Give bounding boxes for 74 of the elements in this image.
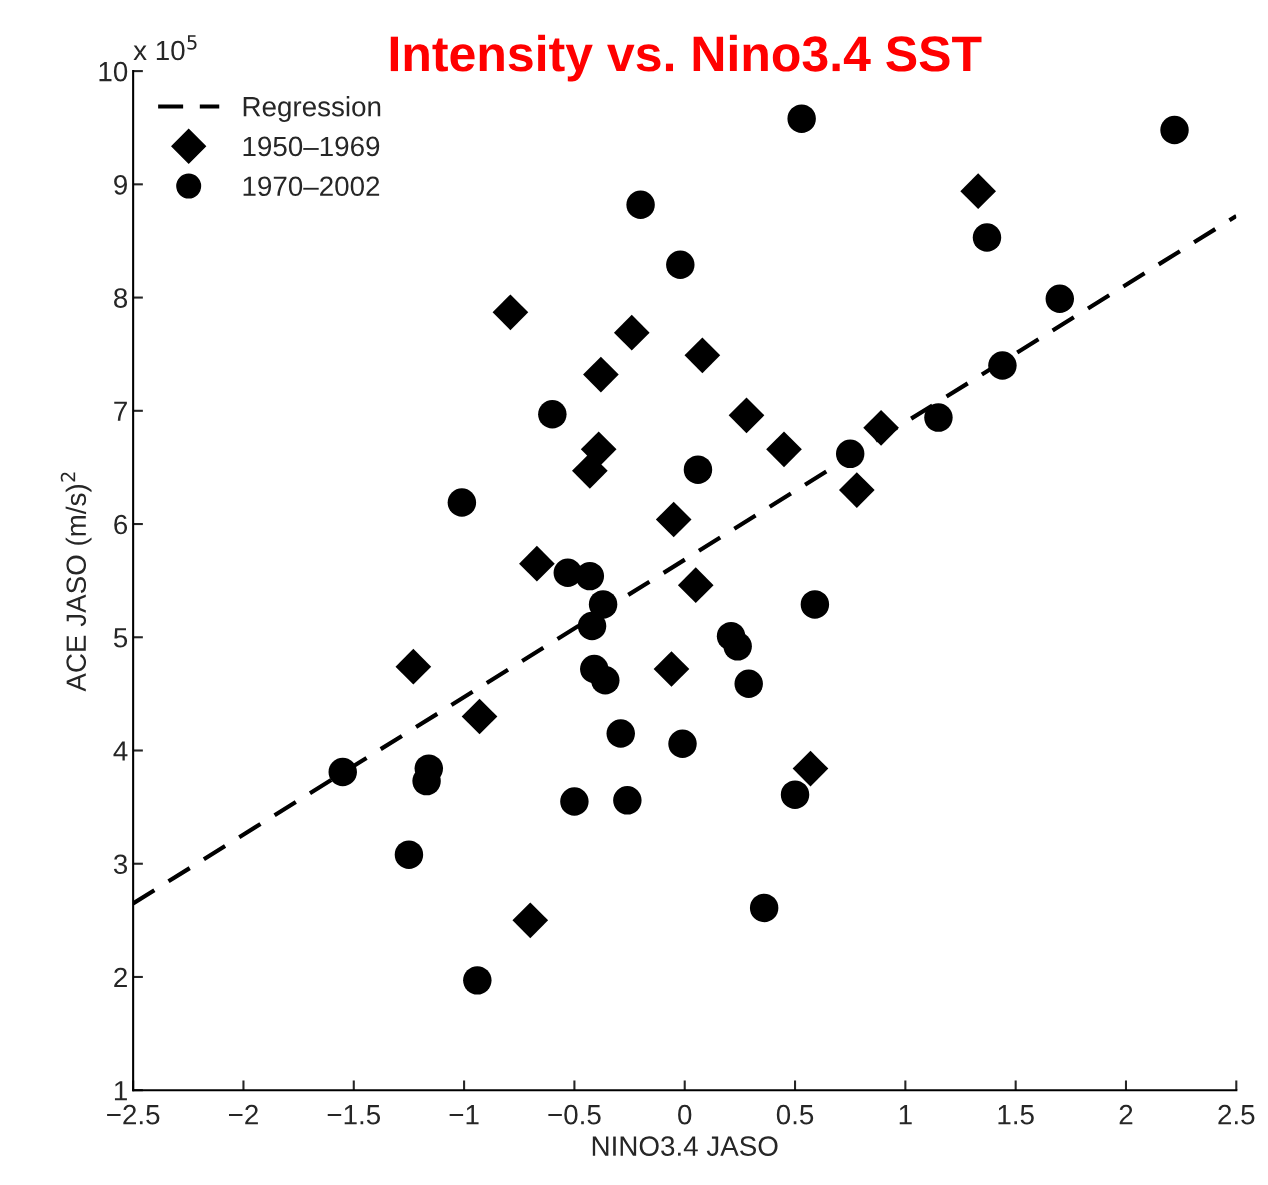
point	[512, 902, 549, 939]
point	[572, 452, 608, 489]
point	[588, 590, 618, 619]
x-tick-label: 2.5	[1218, 1104, 1255, 1125]
point	[683, 455, 713, 484]
point	[626, 190, 655, 219]
point	[863, 409, 899, 446]
point	[492, 294, 529, 331]
text: x 10$^{5}$	[133, 35, 197, 61]
point	[792, 750, 829, 787]
point	[668, 729, 697, 758]
y-tick-label: 6	[114, 514, 128, 535]
chart-title: Intensity vs. Nino3.4 SST	[390, 34, 982, 82]
y-tick-label: 7	[114, 401, 127, 421]
x-tick-label: 2	[1119, 1104, 1133, 1125]
x-tick-label: 1.5	[998, 1105, 1034, 1125]
point	[666, 250, 695, 279]
x-tick-label: 0.5	[776, 1104, 814, 1125]
point	[394, 840, 424, 869]
point	[653, 651, 690, 687]
point	[560, 787, 589, 816]
y-tick-label: 8	[114, 288, 128, 308]
point	[577, 611, 607, 641]
x-tick-label: −2	[228, 1104, 258, 1125]
point	[1045, 284, 1075, 313]
legend-label: 1950–1969	[243, 136, 380, 157]
point	[749, 893, 779, 923]
point	[575, 561, 605, 591]
point	[591, 666, 620, 695]
x-tick-label: −0.5	[548, 1104, 601, 1125]
point	[766, 431, 802, 468]
x-tick-label: −1.5	[327, 1105, 381, 1125]
y-tick-label: 3	[113, 854, 128, 875]
x-tick-label: 0	[678, 1104, 692, 1125]
point	[835, 439, 865, 469]
x-axis-title: NINO3.4 JASO	[592, 1136, 778, 1156]
point	[684, 337, 721, 374]
x-tick-label: −2.5	[107, 1104, 160, 1125]
point	[677, 567, 714, 604]
legend-label: Regression	[243, 96, 381, 122]
y-tick-label: 2	[114, 967, 127, 988]
point	[728, 397, 765, 434]
point	[328, 757, 357, 787]
y-tick-label: 9	[114, 175, 127, 195]
point	[519, 545, 555, 582]
point	[538, 399, 567, 429]
y-tick-label: 1	[114, 1081, 127, 1101]
point	[606, 719, 635, 748]
legend-label: 1970–2002	[243, 176, 380, 197]
point	[800, 590, 830, 619]
point	[613, 786, 642, 815]
point	[787, 104, 816, 133]
point	[838, 472, 875, 508]
point	[583, 356, 619, 393]
point	[734, 669, 763, 698]
y-axis-title: ACE JASO (m/s)$^{2}$	[60, 472, 92, 692]
point	[447, 488, 477, 517]
y-tick-label: 4	[113, 741, 128, 761]
y-tick-label: 5	[113, 628, 128, 648]
point	[461, 698, 498, 735]
point	[463, 966, 492, 995]
point	[723, 632, 752, 661]
point	[988, 351, 1017, 380]
point	[924, 403, 953, 432]
point	[613, 314, 650, 351]
y-tick-label: 10	[99, 61, 128, 82]
x-tick-label: 1	[899, 1105, 912, 1125]
point	[960, 173, 996, 209]
point	[1160, 115, 1189, 145]
point	[655, 501, 692, 538]
point	[780, 780, 810, 809]
point	[395, 648, 432, 685]
point	[972, 223, 1002, 252]
x-tick-label: −1	[449, 1105, 479, 1125]
